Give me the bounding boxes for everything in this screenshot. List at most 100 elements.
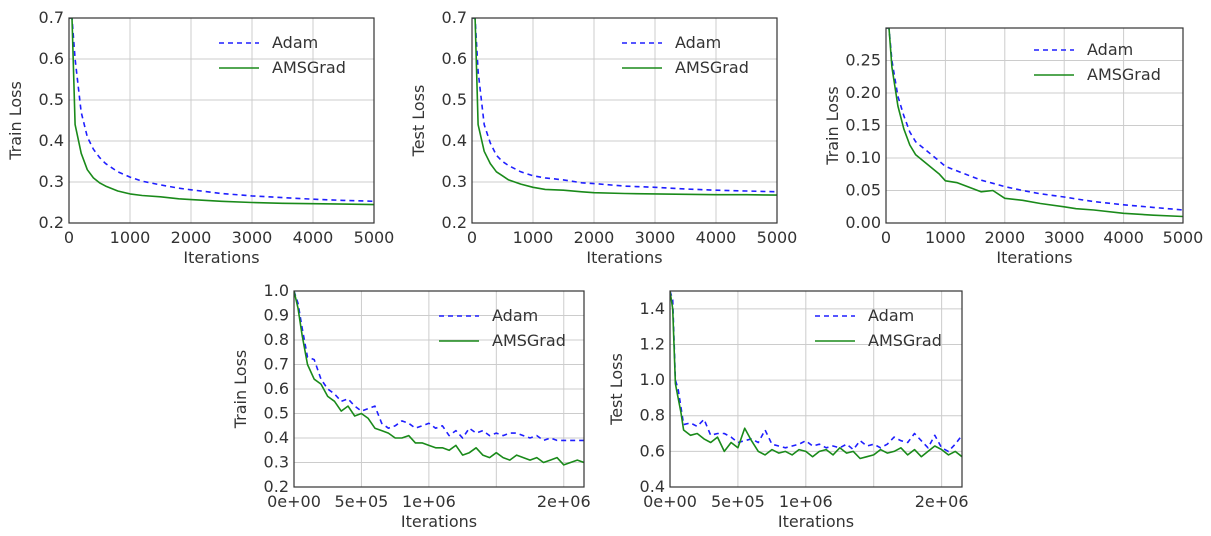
chart-2: 0 1000 2000 3000 4000 5000 0.2 0.3 0.4 0.5 0.6 0.7 I… <box>409 8 797 267</box>
y-tick-label: 0.4 <box>442 131 467 150</box>
y-tick-label: 0.5 <box>442 90 467 109</box>
y-tick-label: 0.4 <box>640 477 665 496</box>
chart-3: 0 1000 2000 3000 4000 5000 0.00 0.05 0.10 0.15 0.2… <box>823 27 1204 267</box>
legend-label-amsgrad: AMSGrad <box>675 58 749 77</box>
x-tick-label: 1e+06 <box>779 492 833 511</box>
y-tick-label: 0.6 <box>39 49 64 68</box>
x-tick-label: 5000 <box>757 228 798 247</box>
series-line-amsgrad <box>69 18 374 206</box>
y-tick-label: 0.7 <box>442 8 467 27</box>
x-tick-label: 2000 <box>171 228 212 247</box>
series-line-adam <box>886 28 1183 211</box>
x-tick-label: 5000 <box>354 228 395 247</box>
legend: Adam AMSGrad <box>1034 40 1161 84</box>
x-tick-label: 4000 <box>293 228 334 247</box>
x-tick-label: 2e+06 <box>915 492 969 511</box>
y-tick-label: 0.8 <box>264 330 289 349</box>
y-tick-label: 0.10 <box>845 148 881 167</box>
series-line-adam <box>69 18 374 203</box>
y-tick-label: 1.0 <box>264 281 289 300</box>
chart-5: 0e+00 5e+05 1e+06 2e+06 0.4 0.6 0.8 1.0 1.2 1.4 It… <box>607 290 969 531</box>
y-tick-label: 0.2 <box>264 477 289 496</box>
x-axis-label: Iterations <box>778 512 854 531</box>
y-tick-label: 0.5 <box>39 90 64 109</box>
x-tick-label: 4000 <box>1103 228 1144 247</box>
x-axis-label: Iterations <box>401 512 477 531</box>
series-line-adam <box>670 291 962 453</box>
y-tick-label: 0.25 <box>845 51 881 70</box>
x-axis-label: Iterations <box>183 248 259 267</box>
x-axis-label: Iterations <box>586 248 662 267</box>
y-tick-label: 0.7 <box>39 8 64 27</box>
legend-label-amsgrad: AMSGrad <box>868 331 942 350</box>
x-tick-label: 1000 <box>513 228 554 247</box>
y-tick-label: 0.6 <box>442 49 467 68</box>
x-tick-label: 1000 <box>925 228 966 247</box>
y-axis-label: Train Loss <box>823 86 842 166</box>
x-tick-label: 1e+06 <box>402 492 456 511</box>
legend: Adam AMSGrad <box>439 306 566 350</box>
y-tick-label: 0.8 <box>640 406 665 425</box>
y-tick-label: 0.9 <box>264 306 289 325</box>
y-tick-label: 0.20 <box>845 83 881 102</box>
x-axis-label: Iterations <box>996 248 1072 267</box>
series-line-adam <box>472 18 777 193</box>
legend: Adam AMSGrad <box>622 33 749 77</box>
y-tick-label: 1.4 <box>640 299 665 318</box>
series-line-amsgrad <box>294 291 584 466</box>
legend-label-adam: Adam <box>1087 40 1133 59</box>
x-tick-label: 0 <box>881 228 891 247</box>
plot-frame <box>293 290 585 488</box>
series-line-amsgrad <box>670 291 962 460</box>
y-axis-label: Train Loss <box>231 350 250 430</box>
x-tick-label: 2000 <box>984 228 1025 247</box>
y-tick-label: 0.7 <box>264 355 289 374</box>
series-line-amsgrad <box>472 18 777 196</box>
y-axis-label: Test Loss <box>607 353 626 426</box>
x-tick-label: 3000 <box>232 228 273 247</box>
legend-label-adam: Adam <box>492 306 538 325</box>
y-tick-label: 0.6 <box>264 379 289 398</box>
y-tick-label: 0.6 <box>640 441 665 460</box>
y-tick-label: 0.00 <box>845 213 881 232</box>
y-tick-label: 0.4 <box>39 131 64 150</box>
y-tick-label: 0.4 <box>264 428 289 447</box>
y-tick-label: 0.5 <box>264 404 289 423</box>
legend-label-adam: Adam <box>675 33 721 52</box>
y-tick-label: 0.15 <box>845 116 881 135</box>
x-tick-label: 0e+00 <box>643 492 697 511</box>
x-tick-label: 5e+05 <box>335 492 389 511</box>
y-tick-label: 1.0 <box>640 370 665 389</box>
chart-4: 0e+00 5e+05 1e+06 2e+06 0.2 0.3 0.4 0.5 0.6 0.7 0.… <box>231 281 591 531</box>
y-tick-label: 0.2 <box>442 213 467 232</box>
plot-frame <box>471 17 778 224</box>
x-tick-label: 0e+00 <box>267 492 321 511</box>
series-line-amsgrad <box>886 28 1183 218</box>
plot-frame <box>68 17 375 224</box>
x-tick-label: 0 <box>467 228 477 247</box>
plot-frame <box>669 290 963 488</box>
legend-label-amsgrad: AMSGrad <box>492 331 566 350</box>
legend-label-amsgrad: AMSGrad <box>1087 65 1161 84</box>
y-tick-label: 0.3 <box>39 172 64 191</box>
x-tick-label: 0 <box>64 228 74 247</box>
x-tick-label: 2000 <box>574 228 615 247</box>
plot-frame <box>885 27 1184 224</box>
x-tick-label: 3000 <box>1044 228 1085 247</box>
y-tick-label: 0.2 <box>39 213 64 232</box>
y-tick-label: 1.2 <box>640 334 665 353</box>
x-tick-label: 3000 <box>635 228 676 247</box>
y-axis-label: Train Loss <box>6 81 25 161</box>
x-tick-label: 5000 <box>1163 228 1204 247</box>
x-tick-label: 5e+05 <box>711 492 765 511</box>
legend: Adam AMSGrad <box>815 306 942 350</box>
legend-label-adam: Adam <box>272 33 318 52</box>
legend-label-adam: Adam <box>868 306 914 325</box>
y-axis-label: Test Loss <box>409 85 428 158</box>
x-tick-label: 4000 <box>696 228 737 247</box>
legend-label-amsgrad: AMSGrad <box>272 58 346 77</box>
x-tick-label: 2e+06 <box>537 492 591 511</box>
chart-1: 0 1000 2000 3000 4000 5000 0.2 0.3 0.4 0.5 0.6 0.7 I… <box>6 8 394 267</box>
